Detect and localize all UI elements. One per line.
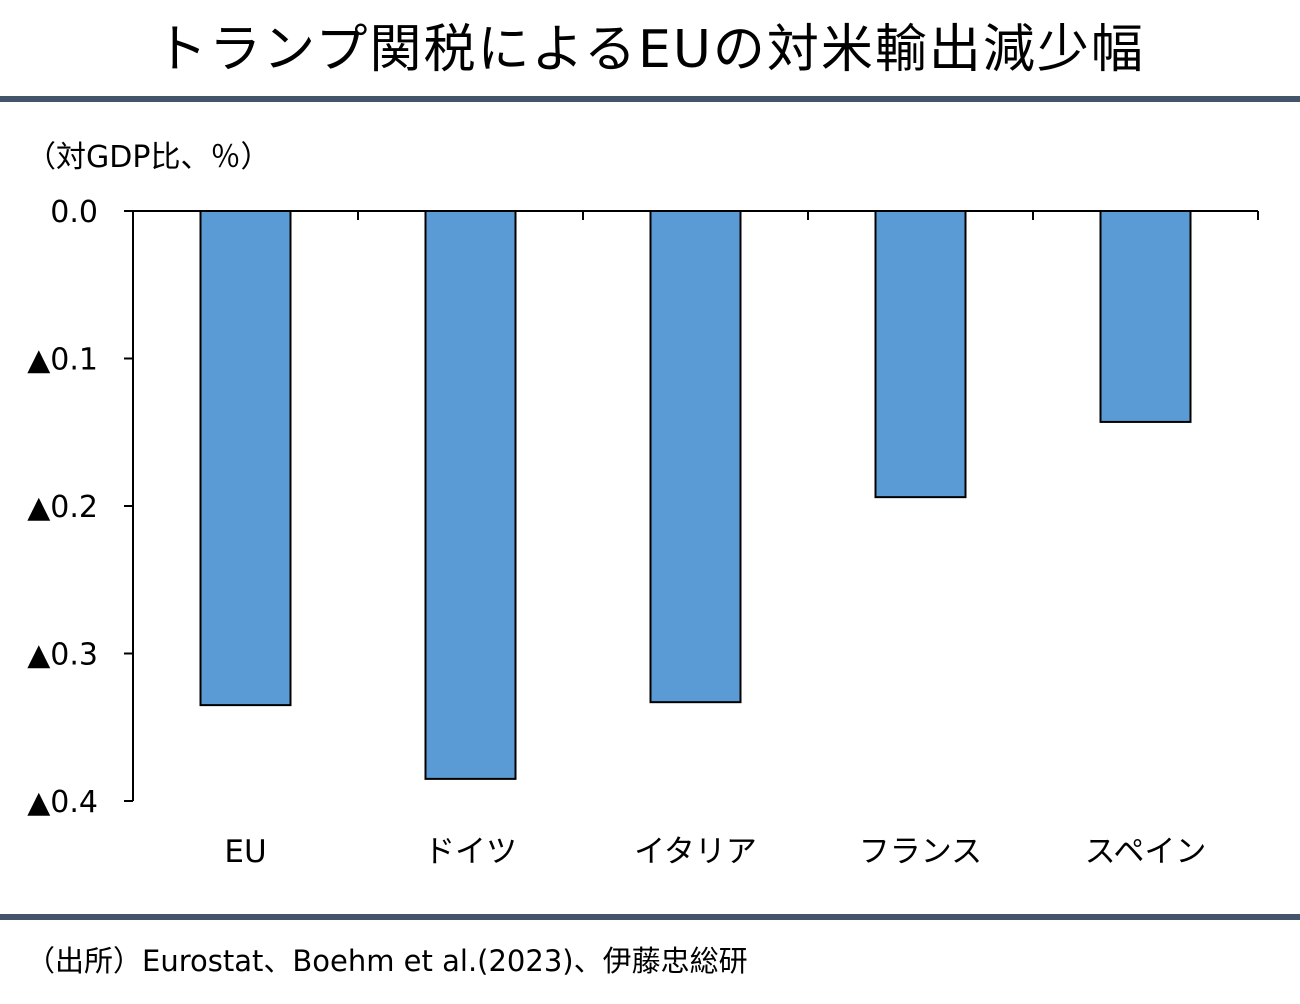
y-axis-unit-label: （対GDP比、％） [26, 140, 271, 175]
y-tick-label-1: ▲0.1 [27, 343, 98, 378]
footer-rule [0, 914, 1300, 920]
x-tick-label-3: フランス [859, 834, 982, 870]
bar-1 [424, 210, 517, 780]
bar-3 [874, 210, 967, 499]
x-tick-label-0: EU [224, 834, 266, 870]
x-tick-label-4: スペイン [1085, 834, 1207, 870]
source-note: （出所）Eurostat、Boehm et al.(2023)、伊藤忠総研 [26, 944, 748, 978]
bar-2 [649, 210, 742, 704]
title-rule [0, 96, 1300, 102]
bar-4 [1099, 210, 1192, 423]
x-tick-label-1: ドイツ [424, 834, 517, 870]
chart-title: トランプ関税によるEUの対米輸出減少幅 [155, 20, 1145, 80]
y-tick-label-4: ▲0.4 [27, 785, 98, 820]
y-tick-label-3: ▲0.3 [27, 638, 98, 673]
y-tick-label-2: ▲0.2 [27, 490, 98, 525]
bar-0 [199, 210, 292, 707]
y-tick-label-0: 0.0 [50, 195, 98, 230]
x-tick-label-2: イタリア [634, 834, 757, 870]
